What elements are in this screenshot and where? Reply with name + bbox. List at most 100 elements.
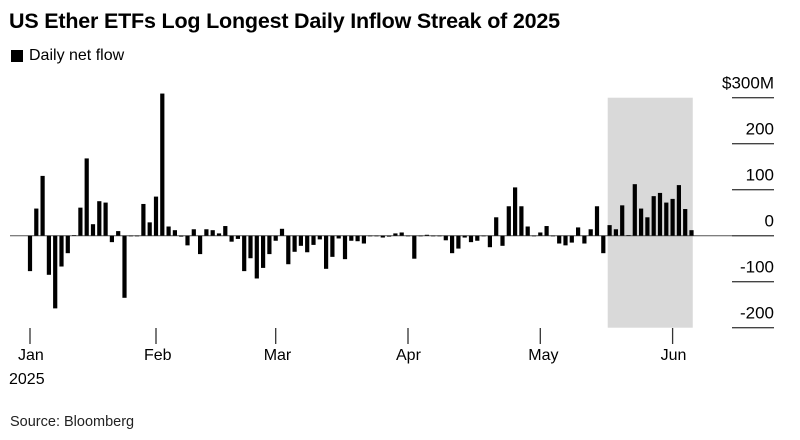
bar (90, 224, 96, 236)
bar (103, 202, 108, 236)
bar (27, 235, 33, 272)
bar (582, 235, 587, 244)
bar (519, 206, 524, 236)
bar (273, 235, 278, 241)
bar (160, 93, 165, 236)
bar (670, 198, 675, 236)
bar (683, 209, 688, 236)
bar (387, 235, 392, 237)
bar (40, 175, 45, 236)
bar (185, 235, 190, 246)
bar (626, 235, 631, 236)
bar (305, 235, 310, 253)
bar (443, 235, 448, 241)
bar (191, 229, 196, 236)
bar (431, 235, 436, 237)
bar (607, 225, 612, 236)
bar (563, 235, 568, 246)
bar (487, 235, 492, 248)
bar (475, 235, 480, 241)
bar (53, 235, 58, 309)
bar (210, 230, 215, 236)
bar (531, 235, 537, 237)
bar (639, 208, 644, 236)
x-tick-label: Mar (264, 347, 292, 364)
bar (550, 235, 555, 237)
bar (172, 230, 177, 236)
bar (368, 235, 373, 237)
bar (349, 235, 354, 241)
y-tick-label: $300M (722, 74, 774, 93)
bar (116, 231, 121, 236)
bar (676, 185, 681, 236)
bar (506, 206, 511, 236)
bar (216, 233, 222, 236)
bar (223, 226, 228, 236)
x-tick-label: Feb (144, 347, 172, 364)
bar (576, 227, 581, 236)
bar (198, 235, 203, 255)
bar (330, 235, 335, 257)
bar (544, 226, 549, 236)
bar (342, 235, 348, 260)
y-tick-label: 0 (765, 212, 774, 231)
bar (412, 235, 417, 259)
legend-label: Daily net flow (29, 47, 125, 64)
x-tick-label: Jun (661, 347, 687, 364)
bar (374, 235, 379, 237)
bar (242, 235, 247, 272)
bar (298, 235, 303, 246)
bar (594, 206, 600, 236)
bar (525, 226, 530, 236)
bar (588, 229, 593, 236)
y-tick-label: 100 (746, 166, 774, 185)
bar (84, 158, 89, 236)
bar (393, 233, 398, 236)
legend-swatch (11, 50, 23, 62)
bar (355, 235, 360, 242)
bar (135, 235, 140, 237)
bar (632, 184, 637, 236)
bar (336, 235, 341, 239)
y-tick-label: 200 (746, 120, 774, 139)
bar (481, 235, 486, 237)
bar (380, 235, 385, 238)
y-tick-label: -100 (740, 258, 774, 277)
bar (462, 235, 467, 238)
bar (46, 235, 51, 275)
bar (620, 205, 625, 236)
bar (689, 230, 694, 236)
bar (128, 235, 133, 237)
bar (122, 235, 127, 298)
bar (405, 235, 411, 237)
bar (437, 235, 442, 237)
bar (569, 235, 574, 243)
bar (279, 228, 285, 236)
bar (557, 235, 562, 244)
bar (292, 235, 297, 252)
bar (97, 201, 102, 236)
bar (456, 235, 461, 249)
bar (179, 235, 184, 237)
bar (613, 229, 618, 236)
bar (141, 203, 146, 236)
x-tick-sublabel: 2025 (9, 371, 45, 388)
bar (500, 235, 505, 246)
bar (248, 235, 253, 259)
bar (204, 229, 209, 236)
bar (34, 208, 39, 236)
bar (468, 235, 474, 243)
bar (59, 235, 64, 267)
chart-title: US Ether ETFs Log Longest Daily Inflow S… (9, 9, 560, 33)
legend: Daily net flow (11, 47, 124, 65)
bar (424, 234, 429, 236)
bar (317, 235, 322, 240)
bar (65, 235, 70, 254)
bar (72, 235, 77, 236)
bar (450, 235, 455, 254)
bar (109, 235, 114, 243)
bar (601, 235, 606, 254)
bar (324, 235, 329, 269)
x-tick-label: Apr (396, 347, 422, 364)
